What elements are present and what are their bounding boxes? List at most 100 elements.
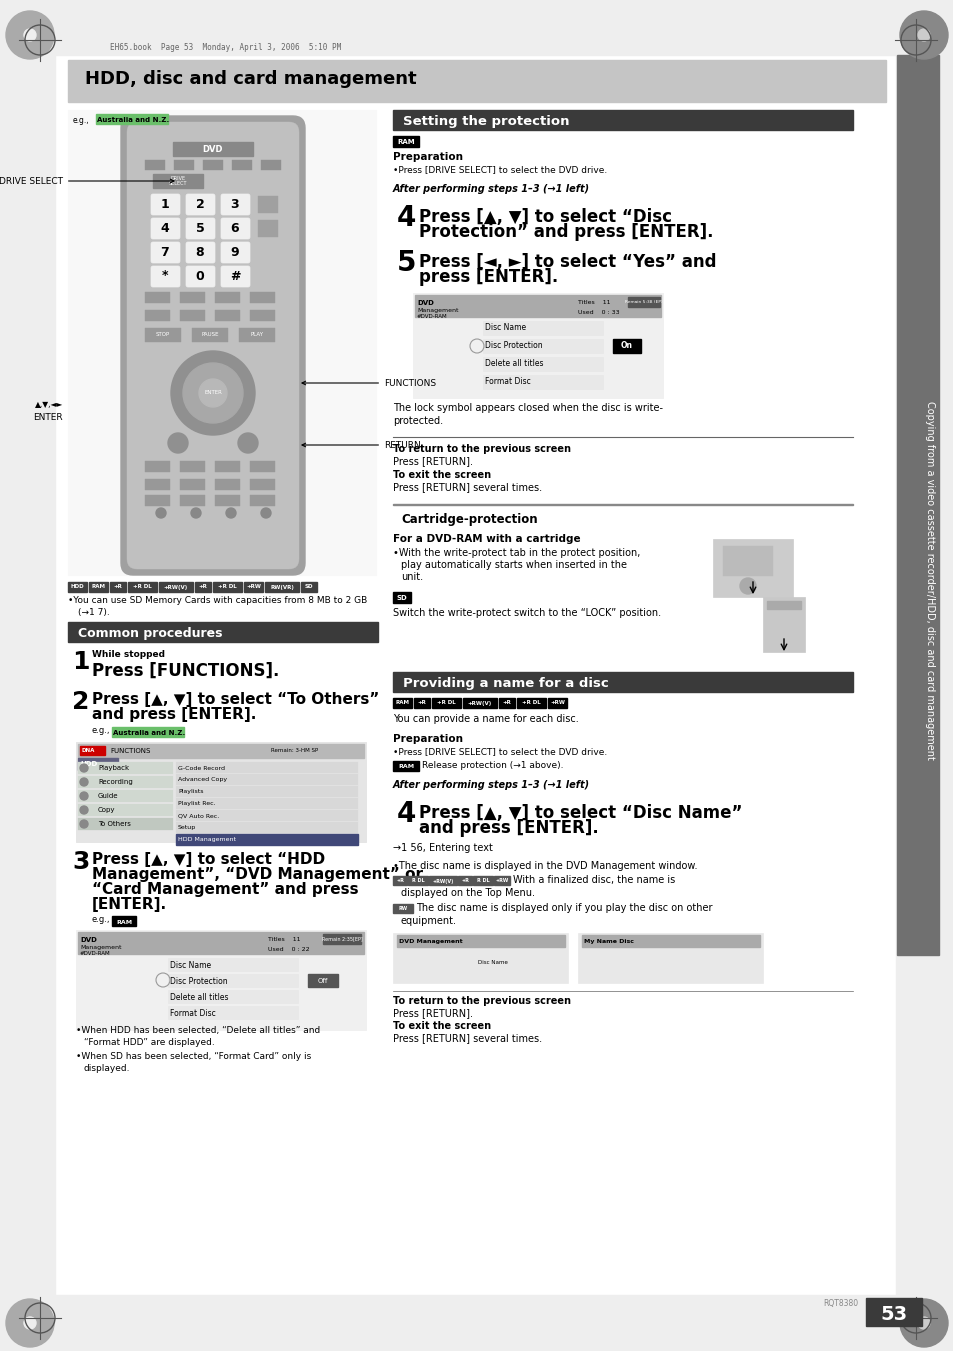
Text: +R: +R bbox=[460, 878, 469, 884]
Text: To exit the screen: To exit the screen bbox=[393, 1021, 491, 1031]
Bar bbox=[213, 582, 242, 592]
Bar bbox=[112, 727, 184, 738]
Circle shape bbox=[24, 1317, 36, 1329]
Bar bbox=[482, 376, 602, 389]
Circle shape bbox=[917, 28, 929, 41]
Bar bbox=[152, 174, 203, 188]
Bar bbox=[68, 621, 377, 642]
Text: Advanced Copy: Advanced Copy bbox=[178, 777, 227, 782]
Bar bbox=[393, 592, 411, 603]
Text: Press [RETURN] several times.: Press [RETURN] several times. bbox=[393, 482, 541, 492]
Circle shape bbox=[80, 820, 88, 828]
Text: Playlists: Playlists bbox=[178, 789, 203, 794]
Text: DRIVE
SELECT: DRIVE SELECT bbox=[169, 176, 187, 186]
Text: 3: 3 bbox=[71, 850, 90, 874]
Text: press [ENTER].: press [ENTER]. bbox=[418, 267, 558, 286]
Bar bbox=[159, 582, 193, 592]
Text: ENTER: ENTER bbox=[33, 413, 63, 423]
Text: “Card Management” and press: “Card Management” and press bbox=[91, 882, 358, 897]
Circle shape bbox=[80, 778, 88, 786]
Text: +RW(V): +RW(V) bbox=[467, 701, 492, 705]
Bar bbox=[214, 309, 240, 322]
Text: 1: 1 bbox=[160, 197, 170, 211]
Text: Press [RETURN].: Press [RETURN]. bbox=[393, 457, 473, 466]
Bar bbox=[865, 1298, 921, 1325]
Bar bbox=[214, 480, 240, 490]
Text: →1 56, Entering text: →1 56, Entering text bbox=[393, 843, 493, 852]
Text: 53: 53 bbox=[880, 1305, 906, 1324]
Bar bbox=[613, 339, 640, 353]
FancyBboxPatch shape bbox=[151, 218, 180, 239]
Text: R DL: R DL bbox=[412, 878, 424, 884]
Bar bbox=[78, 775, 172, 788]
Bar bbox=[462, 698, 497, 708]
Bar bbox=[214, 494, 240, 507]
Text: To Others: To Others bbox=[98, 821, 131, 827]
Text: Disc Name: Disc Name bbox=[484, 323, 525, 332]
Text: Switch the write-protect switch to the “LOCK” position.: Switch the write-protect switch to the “… bbox=[393, 608, 660, 617]
Text: HDD, disc and card management: HDD, disc and card management bbox=[85, 70, 416, 88]
Bar bbox=[78, 804, 172, 816]
Bar bbox=[145, 309, 170, 322]
Text: +R: +R bbox=[198, 585, 207, 589]
Circle shape bbox=[156, 508, 166, 517]
Text: •Press [DRIVE SELECT] to select the DVD drive.: •Press [DRIVE SELECT] to select the DVD … bbox=[393, 165, 607, 174]
Text: e.g.,: e.g., bbox=[91, 725, 111, 735]
Bar bbox=[203, 159, 223, 170]
Bar bbox=[393, 671, 852, 692]
Text: and press [ENTER].: and press [ENTER]. bbox=[91, 707, 256, 721]
Bar bbox=[214, 292, 240, 303]
Text: Press [▲, ▼] to select “Disc: Press [▲, ▼] to select “Disc bbox=[418, 208, 671, 226]
Text: You can provide a name for each disc.: You can provide a name for each disc. bbox=[393, 713, 578, 724]
Bar bbox=[180, 480, 205, 490]
Bar bbox=[250, 292, 274, 303]
Text: Titles    11: Titles 11 bbox=[268, 938, 300, 942]
Bar bbox=[76, 742, 366, 842]
Bar bbox=[180, 461, 205, 471]
Text: EH65.book  Page 53  Monday, April 3, 2006  5:10 PM: EH65.book Page 53 Monday, April 3, 2006 … bbox=[110, 43, 341, 51]
Circle shape bbox=[24, 28, 36, 41]
Bar bbox=[323, 934, 360, 944]
Bar bbox=[517, 698, 545, 708]
Text: RW(VR): RW(VR) bbox=[270, 585, 294, 589]
Bar bbox=[473, 875, 493, 885]
FancyBboxPatch shape bbox=[221, 195, 250, 215]
Bar bbox=[175, 774, 357, 785]
Bar bbox=[168, 974, 297, 988]
Text: 9: 9 bbox=[231, 246, 239, 258]
Text: +RW(V): +RW(V) bbox=[164, 585, 188, 589]
Bar bbox=[578, 934, 762, 984]
Circle shape bbox=[80, 807, 88, 815]
Text: 6: 6 bbox=[231, 222, 239, 235]
Text: 0: 0 bbox=[195, 269, 204, 282]
Bar bbox=[145, 461, 170, 471]
Text: Management”, “DVD Management” or: Management”, “DVD Management” or bbox=[91, 867, 422, 882]
Text: protected.: protected. bbox=[393, 416, 442, 426]
Text: •When HDD has been selected, “Delete all titles” and: •When HDD has been selected, “Delete all… bbox=[76, 1025, 320, 1035]
Text: +RW: +RW bbox=[550, 701, 564, 705]
Circle shape bbox=[80, 765, 88, 771]
Bar bbox=[232, 159, 252, 170]
Bar bbox=[244, 582, 263, 592]
Bar bbox=[172, 142, 253, 155]
Circle shape bbox=[740, 578, 755, 594]
Bar bbox=[68, 582, 87, 592]
Text: Delete all titles: Delete all titles bbox=[484, 359, 543, 369]
Bar bbox=[78, 817, 172, 830]
Bar bbox=[308, 974, 337, 988]
Text: Setup: Setup bbox=[178, 825, 196, 831]
Text: Press [▲, ▼] to select “HDD: Press [▲, ▼] to select “HDD bbox=[91, 852, 325, 867]
Text: SD: SD bbox=[304, 585, 313, 589]
Bar bbox=[78, 790, 172, 802]
Bar bbox=[145, 292, 170, 303]
Bar bbox=[413, 293, 662, 399]
Bar bbox=[414, 698, 430, 708]
FancyBboxPatch shape bbox=[121, 116, 305, 576]
Bar bbox=[429, 875, 456, 885]
Text: and press [ENTER].: and press [ENTER]. bbox=[418, 819, 598, 838]
Text: Copying from a video cassette recorder/HDD, disc and card management: Copying from a video cassette recorder/H… bbox=[924, 400, 934, 759]
Bar bbox=[257, 196, 277, 213]
Text: SD: SD bbox=[396, 594, 407, 601]
Text: Cartridge-protection: Cartridge-protection bbox=[400, 512, 537, 526]
Text: DVD: DVD bbox=[80, 938, 97, 943]
